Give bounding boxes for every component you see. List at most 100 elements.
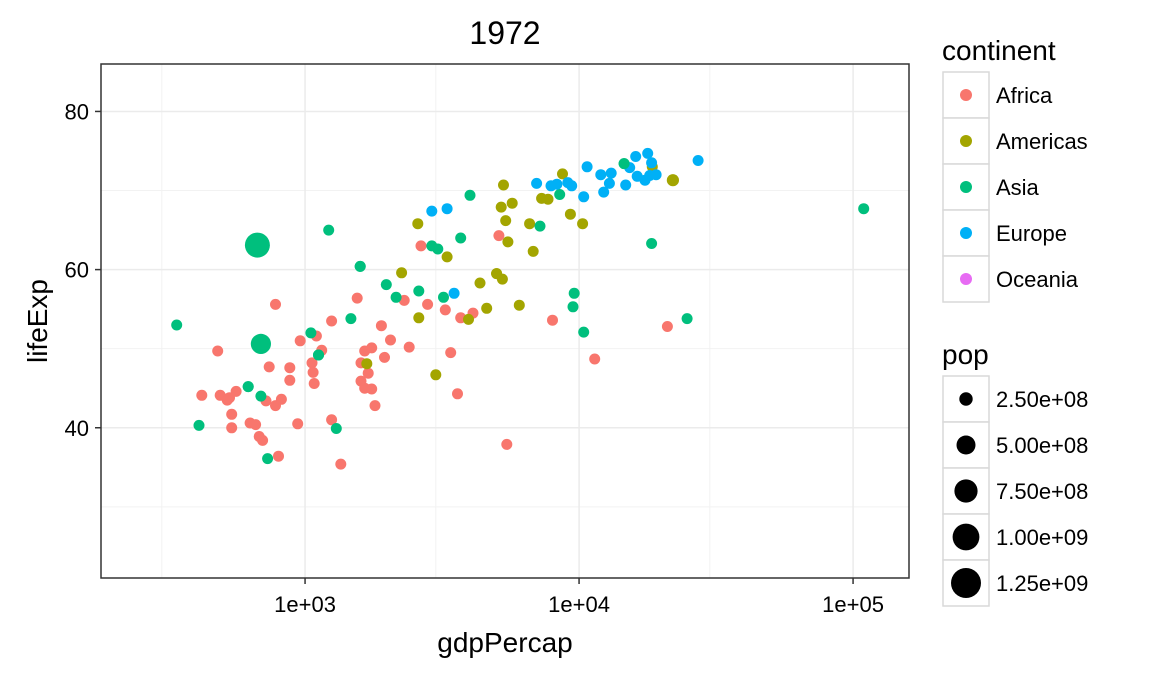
data-point-americas bbox=[666, 174, 680, 187]
x-tick-label: 1e+05 bbox=[822, 592, 884, 617]
data-point-americas bbox=[577, 218, 589, 230]
legend-label: 2.50e+08 bbox=[996, 387, 1088, 412]
data-point-africa bbox=[250, 419, 262, 431]
data-point-europe bbox=[692, 155, 704, 166]
data-point-asia bbox=[618, 158, 630, 170]
data-point-americas bbox=[502, 236, 514, 248]
data-point-africa bbox=[547, 314, 558, 326]
data-point-americas bbox=[396, 267, 408, 279]
data-point-americas bbox=[430, 369, 442, 381]
data-point-asia bbox=[255, 390, 267, 402]
data-point-americas bbox=[513, 299, 525, 311]
data-point-europe bbox=[595, 169, 607, 181]
data-point-asia bbox=[455, 232, 467, 244]
data-point-asia bbox=[554, 189, 566, 200]
data-point-africa bbox=[385, 334, 396, 346]
size-legend: pop 2.50e+08 5.00e+08 7.50e+08 1.00e+09 1.25… bbox=[942, 339, 1088, 607]
legend-size-swatch bbox=[959, 392, 973, 406]
grid bbox=[101, 64, 909, 578]
data-point-asia bbox=[323, 224, 335, 236]
data-point-europe bbox=[598, 186, 610, 198]
x-axis-label: gdpPercap bbox=[437, 627, 572, 658]
plot-panel-border bbox=[100, 63, 910, 579]
data-point-africa bbox=[226, 422, 238, 434]
data-point-africa bbox=[292, 418, 304, 430]
data-point-asia bbox=[262, 453, 274, 465]
data-point-africa bbox=[493, 230, 505, 242]
data-point-africa bbox=[270, 298, 281, 310]
data-point-africa bbox=[335, 458, 347, 470]
data-point-americas bbox=[527, 245, 539, 257]
data-point-asia bbox=[858, 203, 870, 215]
data-point-asia bbox=[464, 189, 476, 201]
data-point-americas bbox=[474, 277, 486, 289]
data-point-americas bbox=[491, 268, 503, 280]
data-point-africa bbox=[501, 438, 513, 450]
data-point-europe bbox=[551, 178, 563, 190]
legend-label: Oceania bbox=[996, 267, 1079, 292]
data-point-africa bbox=[212, 345, 224, 357]
data-point-europe bbox=[566, 180, 578, 192]
data-points bbox=[171, 147, 870, 470]
data-point-europe bbox=[650, 169, 662, 181]
legend-label: Africa bbox=[996, 83, 1053, 108]
data-point-europe bbox=[448, 287, 460, 299]
data-point-americas bbox=[542, 193, 554, 205]
data-point-asia bbox=[242, 381, 254, 393]
data-point-africa bbox=[415, 240, 427, 252]
legend-label: Asia bbox=[996, 175, 1040, 200]
data-point-asia bbox=[568, 287, 580, 299]
data-point-americas bbox=[441, 251, 453, 263]
data-point-americas bbox=[495, 201, 507, 213]
data-point-asia bbox=[567, 301, 579, 313]
size-legend-title: pop bbox=[942, 339, 989, 370]
data-point-africa bbox=[230, 385, 242, 397]
data-point-africa bbox=[257, 434, 269, 446]
data-point-europe bbox=[646, 157, 658, 169]
data-point-africa bbox=[589, 353, 601, 365]
data-point-asia bbox=[313, 349, 324, 361]
data-point-africa bbox=[369, 400, 381, 412]
legend-label: Europe bbox=[996, 221, 1067, 246]
data-point-europe bbox=[578, 191, 590, 203]
data-point-africa bbox=[196, 389, 208, 401]
data-point-africa bbox=[275, 393, 287, 405]
data-point-europe bbox=[642, 147, 654, 159]
data-point-africa bbox=[379, 351, 390, 363]
data-point-africa bbox=[306, 357, 318, 369]
data-point-europe bbox=[581, 161, 593, 173]
y-tick-label: 40 bbox=[65, 416, 89, 441]
y-axis: 40 60 80 bbox=[65, 99, 101, 441]
data-point-americas bbox=[506, 197, 518, 209]
data-point-africa bbox=[366, 342, 378, 354]
legend-size-swatch bbox=[954, 479, 978, 503]
data-point-africa bbox=[661, 321, 673, 332]
data-point-europe bbox=[605, 167, 617, 179]
x-tick-label: 1e+04 bbox=[548, 592, 610, 617]
data-point-africa bbox=[307, 366, 319, 378]
data-point-africa bbox=[326, 414, 338, 426]
legend-label: 1.00e+09 bbox=[996, 525, 1088, 550]
color-legend-title: continent bbox=[942, 35, 1056, 66]
legend-size-swatch bbox=[951, 568, 981, 598]
legend-swatch bbox=[960, 135, 972, 147]
data-point-africa bbox=[452, 388, 463, 400]
data-point-africa bbox=[284, 362, 296, 374]
data-point-africa bbox=[351, 292, 363, 304]
chart-title: 1972 bbox=[469, 15, 540, 51]
legend-label: 1.25e+09 bbox=[996, 571, 1088, 596]
y-axis-label: lifeExp bbox=[22, 279, 53, 363]
data-point-americas bbox=[498, 179, 509, 191]
legend-label: 5.00e+08 bbox=[996, 433, 1088, 458]
data-point-africa bbox=[375, 320, 387, 332]
data-point-asia bbox=[681, 313, 693, 325]
data-point-africa bbox=[439, 304, 451, 316]
data-point-asia bbox=[438, 291, 449, 303]
data-point-asia bbox=[330, 423, 342, 434]
data-point-africa bbox=[403, 341, 415, 353]
data-point-africa bbox=[263, 361, 275, 373]
data-point-americas bbox=[564, 208, 576, 220]
data-point-americas bbox=[557, 168, 568, 180]
legend-swatch bbox=[960, 181, 972, 193]
x-tick-label: 1e+03 bbox=[274, 592, 336, 617]
